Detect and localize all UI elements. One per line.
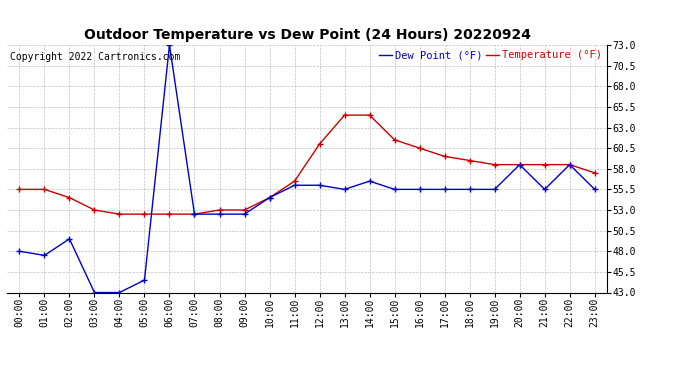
Text: Copyright 2022 Cartronics.com: Copyright 2022 Cartronics.com [10,53,180,62]
Title: Outdoor Temperature vs Dew Point (24 Hours) 20220924: Outdoor Temperature vs Dew Point (24 Hou… [83,28,531,42]
Legend: Dew Point (°F), Temperature (°F): Dew Point (°F), Temperature (°F) [379,50,602,60]
